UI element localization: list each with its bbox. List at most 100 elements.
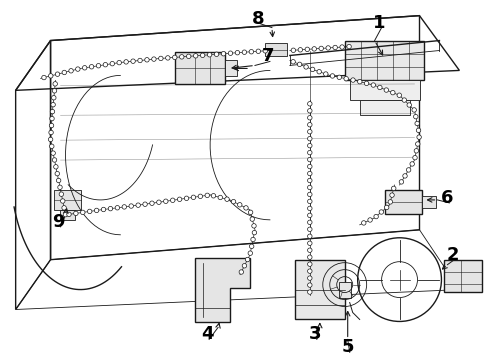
Circle shape (252, 224, 256, 228)
Circle shape (308, 130, 312, 134)
Circle shape (211, 194, 216, 198)
Circle shape (69, 68, 74, 73)
Circle shape (410, 162, 415, 166)
Circle shape (403, 174, 407, 178)
Circle shape (308, 290, 312, 294)
Circle shape (358, 80, 362, 84)
Circle shape (333, 45, 338, 50)
Circle shape (385, 205, 389, 210)
Circle shape (138, 58, 142, 63)
Circle shape (62, 70, 67, 75)
Circle shape (60, 199, 65, 203)
Circle shape (221, 51, 226, 56)
Circle shape (110, 62, 115, 66)
Circle shape (362, 221, 366, 225)
Circle shape (414, 114, 418, 119)
Circle shape (347, 44, 351, 49)
Circle shape (308, 276, 312, 280)
Circle shape (308, 178, 312, 183)
Circle shape (50, 116, 54, 121)
Circle shape (200, 53, 205, 58)
Circle shape (172, 55, 177, 60)
Circle shape (250, 217, 254, 221)
Circle shape (103, 63, 108, 67)
Circle shape (308, 220, 312, 225)
Circle shape (344, 76, 348, 81)
Circle shape (368, 218, 372, 222)
Circle shape (308, 269, 312, 273)
Circle shape (390, 193, 394, 197)
Circle shape (308, 206, 312, 211)
Circle shape (225, 197, 229, 201)
Text: 8: 8 (252, 10, 264, 28)
Circle shape (89, 64, 94, 69)
Polygon shape (195, 258, 250, 323)
Circle shape (187, 54, 191, 59)
Circle shape (62, 206, 66, 210)
Circle shape (308, 192, 312, 197)
Circle shape (416, 142, 420, 146)
Circle shape (304, 65, 308, 69)
Circle shape (49, 130, 53, 135)
Circle shape (378, 85, 382, 90)
Circle shape (308, 143, 312, 148)
Circle shape (58, 185, 62, 190)
Circle shape (308, 136, 312, 141)
Circle shape (166, 56, 170, 60)
Circle shape (310, 67, 315, 72)
Circle shape (49, 74, 53, 78)
Circle shape (143, 202, 147, 206)
Circle shape (159, 56, 163, 60)
Bar (360, 100, 410, 115)
Circle shape (150, 201, 154, 206)
Circle shape (388, 200, 392, 204)
Circle shape (152, 57, 156, 61)
Circle shape (242, 50, 246, 54)
Circle shape (308, 102, 312, 106)
Circle shape (406, 168, 411, 172)
Circle shape (52, 158, 57, 162)
Circle shape (171, 198, 175, 203)
Text: 6: 6 (441, 189, 454, 207)
Circle shape (308, 171, 312, 176)
Circle shape (49, 137, 53, 142)
Circle shape (218, 195, 222, 200)
Circle shape (80, 210, 85, 215)
Circle shape (392, 186, 396, 190)
Circle shape (74, 211, 78, 216)
Circle shape (238, 203, 242, 207)
Circle shape (75, 67, 80, 71)
Circle shape (308, 122, 312, 127)
Circle shape (415, 121, 419, 126)
Circle shape (87, 209, 92, 213)
Bar (345, 41, 424, 80)
Circle shape (308, 283, 312, 287)
Circle shape (231, 199, 236, 204)
Circle shape (249, 50, 254, 54)
Circle shape (308, 255, 312, 260)
Circle shape (205, 193, 210, 198)
Circle shape (319, 46, 323, 51)
Circle shape (145, 58, 149, 62)
Circle shape (56, 178, 61, 183)
Circle shape (214, 52, 219, 57)
Circle shape (251, 237, 255, 242)
Circle shape (52, 89, 57, 93)
Circle shape (239, 270, 244, 274)
Bar (444, 260, 482, 292)
Circle shape (291, 48, 295, 53)
Circle shape (308, 234, 312, 239)
Circle shape (308, 157, 312, 162)
Text: 1: 1 (373, 14, 386, 32)
Circle shape (308, 185, 312, 190)
Circle shape (379, 210, 384, 214)
Circle shape (305, 47, 310, 51)
Circle shape (179, 55, 184, 59)
Circle shape (164, 199, 168, 203)
Circle shape (136, 203, 141, 207)
Circle shape (291, 59, 295, 64)
Circle shape (397, 93, 401, 98)
Circle shape (55, 72, 60, 76)
Circle shape (51, 151, 55, 156)
Circle shape (256, 49, 261, 54)
